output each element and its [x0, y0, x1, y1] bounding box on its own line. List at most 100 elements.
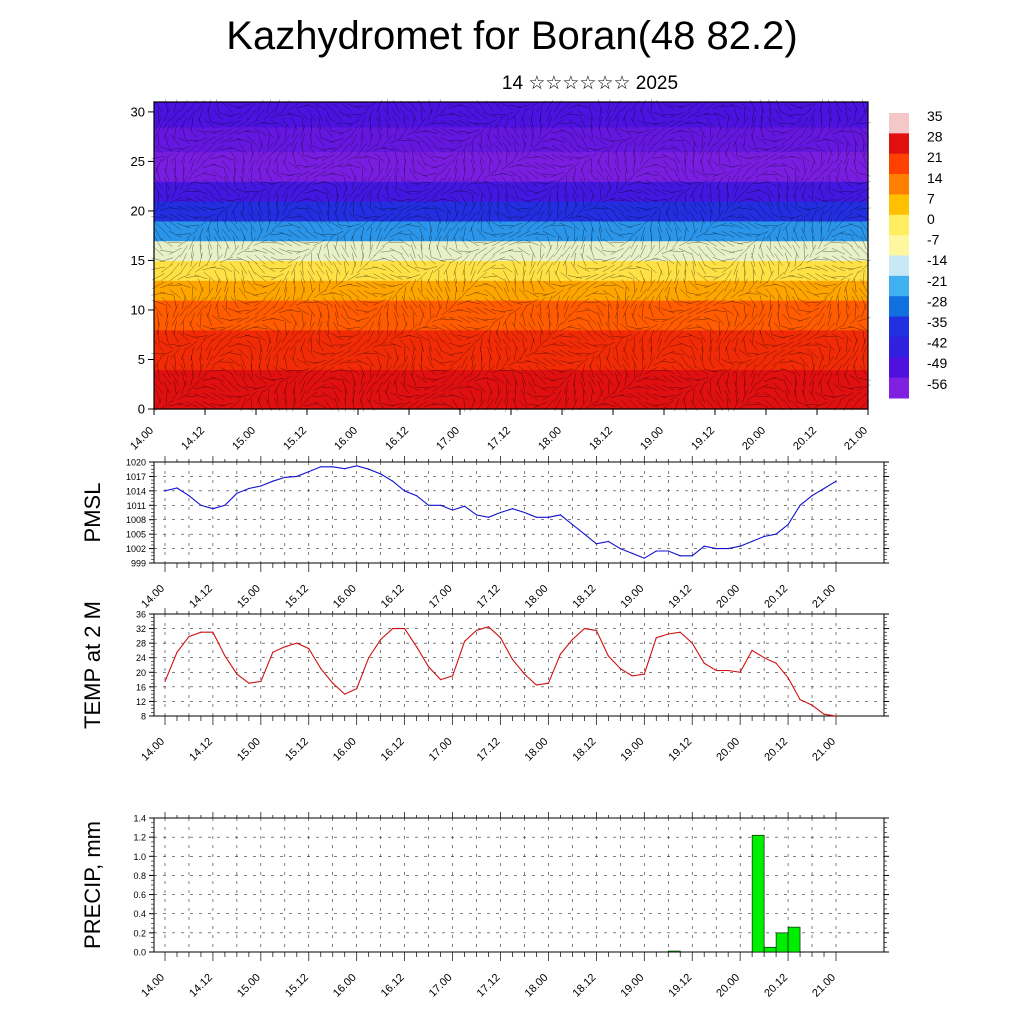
- wind-barb: [385, 380, 390, 395]
- wind-barb: [187, 262, 197, 274]
- temp-data-point: [487, 626, 490, 628]
- wind-barb: [229, 186, 241, 197]
- wind-barb: [432, 324, 446, 332]
- wind-barb: [619, 136, 633, 144]
- wind-barb: [351, 235, 356, 250]
- wind-barb: [177, 136, 191, 144]
- cross-x-tick-label: 15.12: [281, 425, 309, 453]
- wind-barb: [330, 231, 344, 238]
- wind-barb: [854, 278, 857, 293]
- wind-barb: [381, 257, 395, 263]
- wind-barb: [313, 231, 327, 237]
- wind-barb: [724, 321, 731, 335]
- wind-barb: [755, 154, 769, 161]
- wind-barb: [778, 193, 780, 208]
- wind-barb: [171, 390, 180, 403]
- wind-barb: [519, 177, 529, 189]
- wind-barb: [400, 125, 410, 138]
- wind-barb: [270, 180, 285, 186]
- wind-barb: [492, 178, 504, 188]
- pmsl-x-tick-label: 19.12: [666, 583, 694, 611]
- wind-barb: [198, 227, 204, 241]
- wind-barb: [695, 240, 710, 245]
- wind-barb: [164, 329, 169, 344]
- wind-barb: [356, 323, 368, 333]
- precip-x-tick-label: 16.00: [331, 972, 359, 1000]
- wind-barb: [416, 220, 427, 231]
- temp-data-point: [775, 662, 777, 664]
- wind-barb: [739, 322, 750, 334]
- wind-barb: [567, 326, 582, 330]
- wind-barb: [431, 370, 446, 372]
- wind-barb: [530, 116, 535, 131]
- wind-barb: [568, 103, 582, 109]
- wind-barb: [670, 315, 683, 324]
- wind-barb: [553, 245, 563, 258]
- wind-barb: [747, 204, 760, 213]
- wind-barb: [551, 153, 564, 162]
- wind-barb: [401, 355, 409, 369]
- wind-barb: [707, 134, 715, 147]
- wind-barb: [466, 333, 480, 340]
- wind-barb: [743, 261, 746, 276]
- wind-barb: [476, 330, 486, 343]
- wind-barb: [338, 369, 353, 372]
- wind-barb: [511, 151, 519, 164]
- wind-barb: [236, 310, 251, 312]
- wind-barb: [477, 168, 486, 181]
- wind-barb: [614, 167, 620, 182]
- temp-x-tick-label: 15.00: [235, 736, 263, 764]
- temp-data-point: [224, 655, 226, 657]
- wind-barb: [590, 227, 593, 242]
- wind-barb: [239, 287, 248, 300]
- wind-barb: [321, 358, 335, 366]
- pmsl-data-point: [655, 550, 657, 552]
- wind-barb: [840, 238, 853, 247]
- wind-barb: [849, 204, 862, 213]
- wind-barb: [519, 330, 529, 343]
- wind-barb: [595, 373, 605, 385]
- wind-barb: [605, 321, 612, 335]
- wind-barb: [444, 287, 450, 301]
- temp-y-tick-label: 16: [136, 682, 146, 692]
- wind-barb: [808, 168, 818, 181]
- wind-barb: [608, 380, 610, 395]
- wind-barb: [501, 134, 512, 146]
- wind-barb: [704, 316, 718, 323]
- wind-barb: [494, 159, 502, 173]
- wind-barb: [279, 315, 292, 324]
- temp-data-point: [523, 673, 526, 675]
- precip-x-tick-label: 14.00: [139, 972, 167, 1000]
- wind-barb: [250, 363, 253, 378]
- wind-barb: [723, 134, 733, 146]
- wind-barb: [372, 146, 387, 151]
- wind-barb: [555, 295, 560, 310]
- wind-barb: [750, 116, 757, 130]
- wind-barb: [814, 341, 828, 349]
- wind-barb: [733, 176, 739, 190]
- wind-barb: [644, 402, 659, 408]
- wind-barb: [602, 197, 616, 203]
- wind-barb: [537, 202, 545, 215]
- wind-barb: [746, 404, 761, 406]
- wind-barb: [205, 355, 213, 369]
- wind-barb: [247, 373, 256, 386]
- wind-barb: [440, 361, 455, 363]
- wind-barb: [221, 305, 231, 317]
- wind-barb: [550, 225, 565, 227]
- wind-barb: [767, 193, 773, 207]
- wind-barb: [740, 176, 749, 190]
- wind-barb: [756, 135, 768, 145]
- wind-barb: [622, 295, 629, 309]
- wind-barb: [372, 213, 386, 221]
- wind-barb: [839, 385, 854, 390]
- wind-barb: [186, 383, 198, 393]
- wind-barb: [300, 125, 306, 139]
- wind-barb: [814, 293, 829, 295]
- wind-barb: [765, 254, 775, 266]
- wind-barb: [495, 346, 501, 361]
- temp-data-point: [715, 669, 717, 672]
- wind-barb: [171, 373, 180, 386]
- wind-barb: [860, 279, 868, 292]
- wind-barb: [633, 338, 635, 353]
